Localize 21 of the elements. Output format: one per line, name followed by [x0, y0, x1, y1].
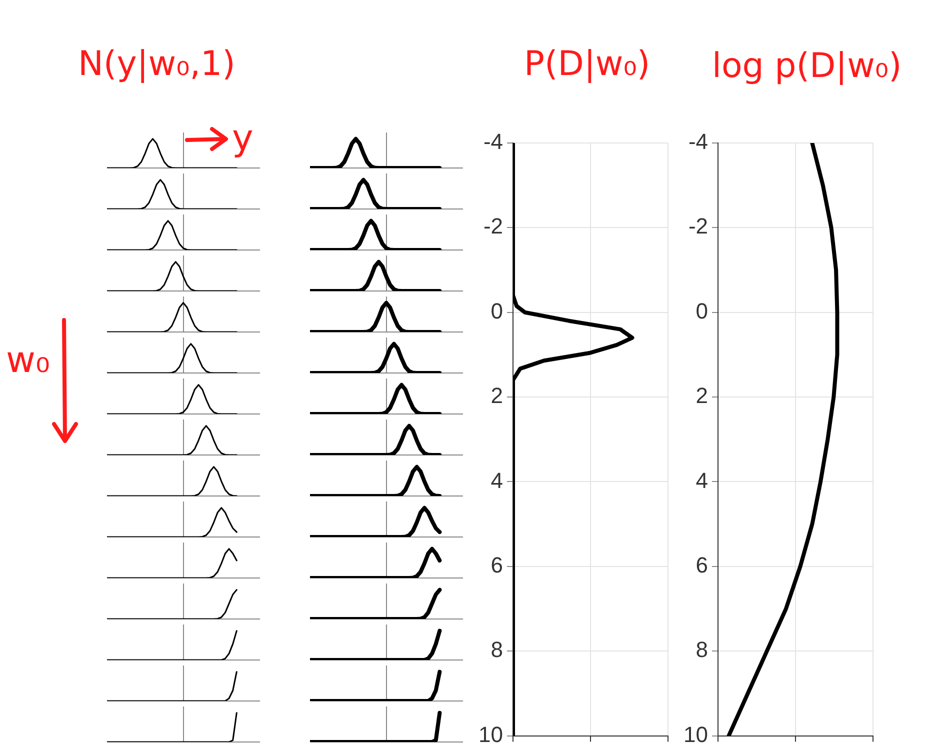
y-tick-label: -2: [688, 214, 708, 239]
y-tick-label: 6: [696, 552, 708, 578]
annotation: y: [232, 118, 254, 159]
y-tick-label: 10: [684, 722, 708, 747]
y-tick-label: 8: [490, 637, 503, 662]
chart-title: N(y|w₀,1): [78, 44, 236, 84]
y-tick-label: 2: [696, 383, 708, 408]
y-tick-label: -2: [483, 214, 503, 239]
y-tick-label: 8: [696, 637, 708, 662]
y-tick-label: 2: [490, 383, 503, 408]
y-tick-label: 10: [478, 722, 503, 747]
y-tick-label: 4: [696, 468, 708, 493]
y-tick-label: 0: [696, 298, 708, 324]
y-tick-label: 4: [490, 468, 503, 493]
y-tick-label: 6: [490, 552, 503, 578]
chart-title: log p(D|w₀): [712, 46, 902, 86]
chart-title: P(D|w₀): [524, 44, 650, 84]
y-tick-label: 0: [490, 298, 503, 324]
text: w₀: [6, 340, 50, 381]
y-tick-label: -4: [688, 129, 708, 154]
y-tick-label: -4: [483, 129, 503, 154]
